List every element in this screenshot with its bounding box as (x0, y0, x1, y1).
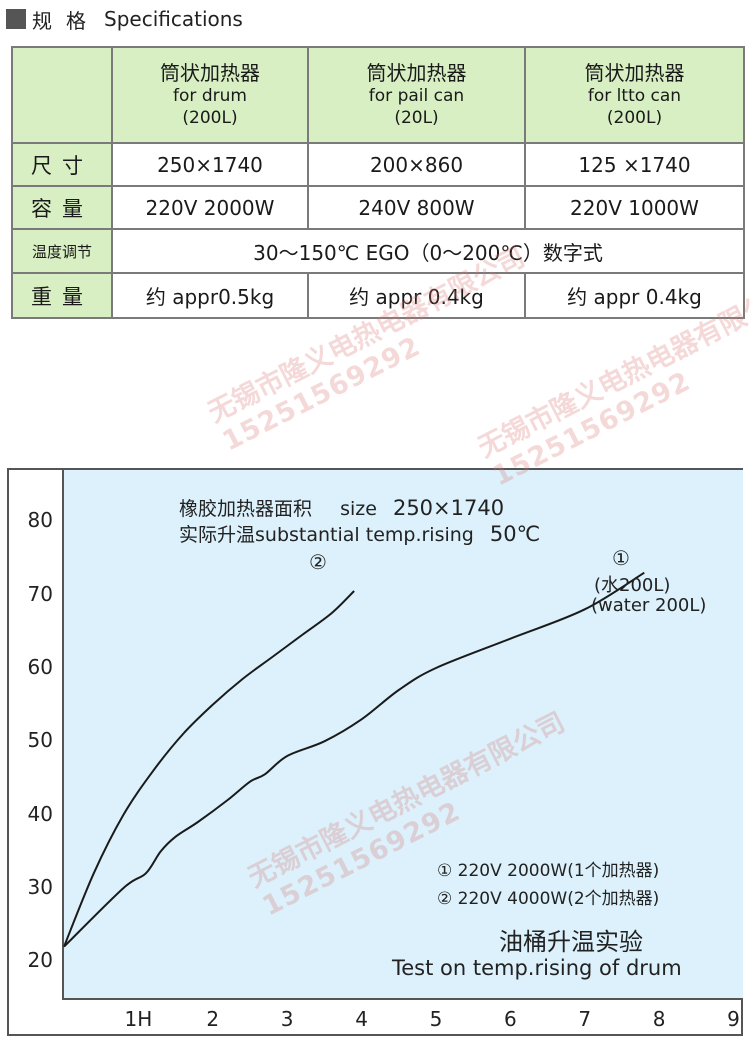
table-header-row: 筒状加热器 for drum (200L) 筒状加热器 for pail can… (11, 46, 745, 144)
area-value: 250×1740 (392, 496, 505, 520)
row-label-capacity: 容量 (11, 185, 113, 230)
column-header-drum: 筒状加热器 for drum (200L) (111, 46, 309, 144)
table-cell: 220V 2000W (111, 185, 309, 230)
table-corner-cell (11, 46, 113, 144)
column-header-capacity: (200L) (182, 108, 238, 128)
rise-value: 50℃ (489, 522, 541, 546)
table-cell: 200×860 (307, 142, 526, 187)
table-row-capacity: 容量 220V 2000W 240V 800W 220V 1000W (11, 185, 745, 230)
y-tick-label: 40 (27, 801, 53, 826)
y-tick-label: 60 (27, 655, 53, 679)
y-tick-label: 50 (27, 728, 53, 753)
table-row-size: 尺寸 250×1740 200×860 125 ×1740 (11, 142, 745, 187)
column-header-capacity: (20L) (394, 108, 439, 128)
curve2-marker: ② (309, 550, 327, 574)
legend-item-1: ① 220V 2000W(1个加热器) (437, 861, 660, 881)
table-row-temp-control: 温度调节 30～150℃ EGO（0～200℃）数字式 (11, 228, 745, 274)
table-row-weight: 重量 约 appr0.5kg 约 appr 0.4kg 约 appr 0.4kg (11, 272, 745, 319)
column-header-pail-can: 筒状加热器 for pail can (20L) (307, 46, 526, 144)
table-cell: 240V 800W (307, 185, 526, 230)
column-header-capacity: (200L) (606, 108, 663, 128)
x-tick-label: 7 (578, 1007, 592, 1031)
area-annotation-line2: 实际升温substantial temp.rising 50℃ (179, 520, 540, 547)
area-label-cn: 橡胶加热器面积 (179, 498, 313, 520)
section-title-cn: 规格 (32, 8, 100, 33)
column-header-en: for drum (173, 86, 247, 106)
column-header-en: for pail can (368, 86, 465, 106)
column-header-cn: 筒状加热器 (584, 61, 685, 85)
table-cell: 约 appr 0.4kg (307, 272, 526, 319)
x-tick-label: 2 (206, 1007, 220, 1031)
x-tick-label: 4 (355, 1007, 368, 1031)
column-header-cn: 筒状加热器 (160, 61, 260, 85)
x-tick-label: 5 (429, 1007, 443, 1031)
plot-area (62, 470, 743, 1000)
table-cell: 125 ×1740 (524, 142, 745, 187)
row-label-weight: 重量 (11, 272, 113, 319)
curve1-label-cn: (水200L) (594, 575, 671, 596)
title-square-icon (6, 9, 26, 29)
x-tick-label: 3 (280, 1007, 294, 1031)
rise-label-cn: 实际升温 (179, 524, 256, 546)
series-line-2 (63, 590, 355, 948)
x-tick-label: 9 (727, 1007, 740, 1031)
y-tick-label: 30 (27, 875, 53, 899)
section-title-en: Specifications (104, 7, 243, 31)
column-header-cn: 筒状加热器 (366, 61, 467, 85)
x-tick-label: 6 (503, 1007, 517, 1031)
watermark-phone: 15251569292 (487, 365, 696, 493)
y-tick-label: 20 (27, 948, 53, 973)
curve1-marker: ① (612, 546, 630, 570)
table-cell: 220V 1000W (524, 185, 745, 230)
chart-subtitle: Test on temp.rising of drum (392, 956, 682, 980)
table-cell: 约 appr 0.4kg (524, 272, 745, 319)
table-cell: 约 appr0.5kg (111, 272, 309, 319)
chart-title: 油桶升温实验 (499, 928, 643, 956)
y-tick-label: 70 (27, 581, 53, 606)
column-header-ltto-can: 筒状加热器 for ltto can (200L) (524, 46, 745, 144)
row-label-size: 尺寸 (11, 142, 113, 187)
temperature-chart: 20 30 40 50 60 70 80 1H 2 3 4 5 6 7 8 9 橡胶加热器面积 size 25… (7, 468, 743, 1036)
table-cell: 250×1740 (111, 142, 309, 187)
y-tick-label: 80 (27, 508, 53, 533)
x-tick-label: 1H (124, 1007, 153, 1031)
rise-label-en: substantial temp.rising (255, 524, 474, 546)
x-tick-label: 8 (652, 1007, 666, 1031)
table-cell-merged: 30～150℃ EGO（0～200℃）数字式 (111, 228, 745, 274)
area-annotation-line1: 橡胶加热器面积 size 250×1740 (179, 494, 504, 521)
curve1-label-en: (water 200L) (591, 595, 707, 616)
area-label-en: size (340, 498, 377, 520)
spec-table: 筒状加热器 for drum (200L) 筒状加热器 for pail can… (11, 46, 745, 319)
chart-svg (63, 571, 645, 948)
series-line-1 (63, 571, 645, 948)
row-label-temp-control: 温度调节 (11, 228, 113, 274)
legend-item-2: ② 220V 4000W(2个加热器) (437, 889, 660, 909)
column-header-en: for ltto can (587, 86, 682, 106)
section-title: 规格 Specifications (6, 6, 243, 33)
